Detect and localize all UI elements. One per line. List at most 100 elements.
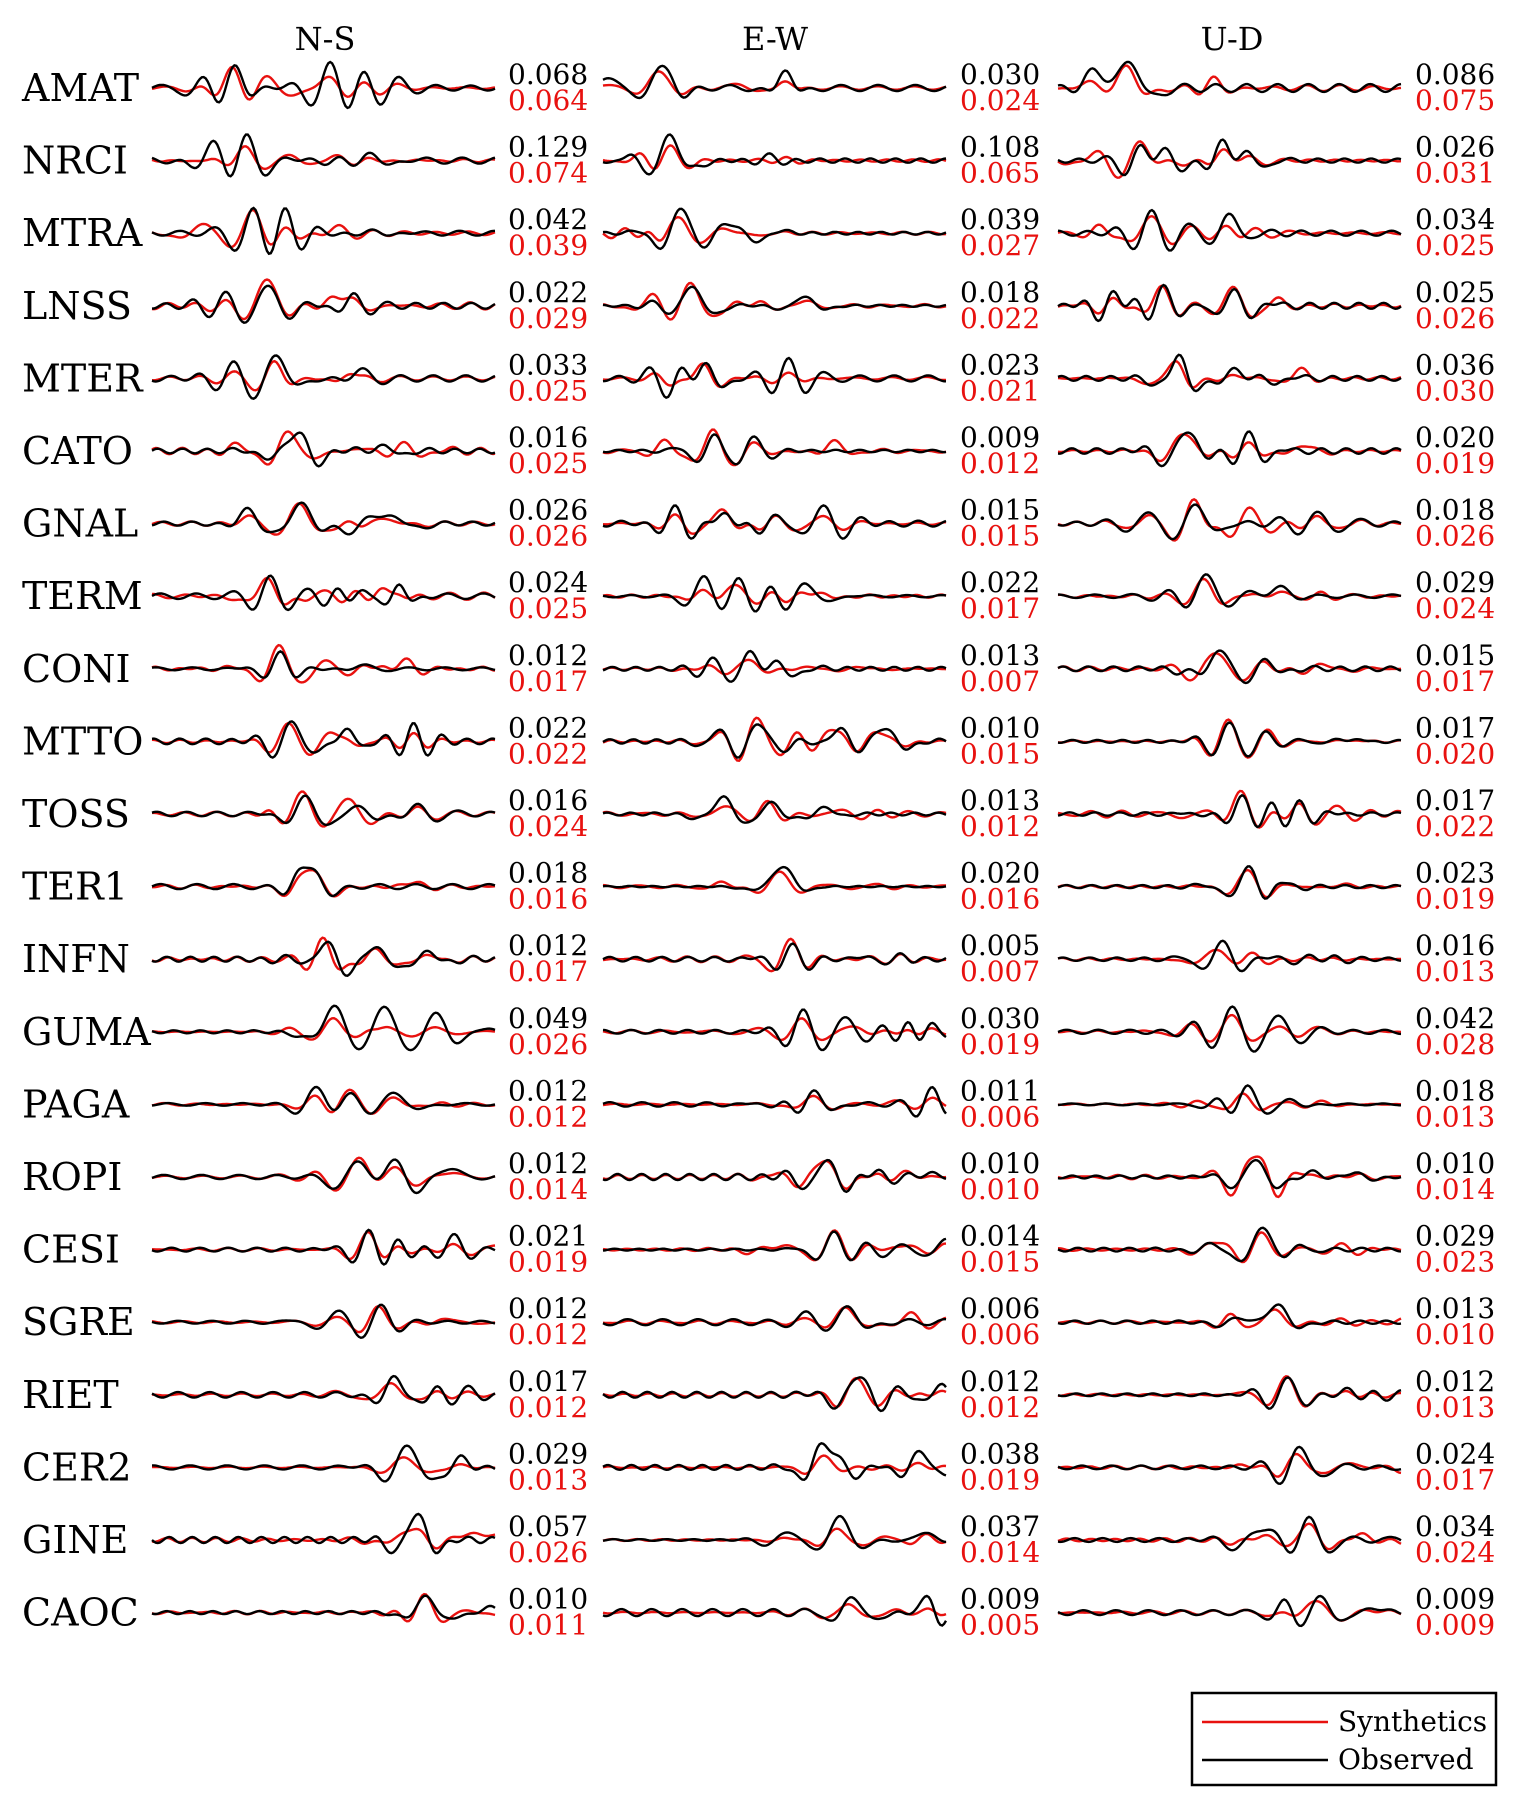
synthetic-amplitude: 0.015: [960, 737, 1040, 770]
observed-amplitude: 0.013: [960, 784, 1040, 817]
observed-amplitude: 0.010: [960, 1147, 1040, 1180]
synthetic-trace: [1057, 360, 1402, 389]
synthetic-trace: [1057, 1092, 1402, 1112]
station-label: GINE: [22, 1518, 128, 1562]
synthetic-amplitude: 0.017: [1415, 665, 1495, 698]
observed-amplitude: 0.016: [508, 421, 588, 454]
synthetic-trace: [602, 1017, 947, 1042]
station-label: ROPI: [22, 1155, 122, 1199]
observed-trace: [151, 720, 496, 759]
synthetic-amplitude: 0.074: [508, 157, 588, 190]
observed-amplitude: 0.034: [1415, 1510, 1495, 1543]
observed-trace: [151, 794, 496, 827]
station-label: MTRA: [22, 211, 143, 255]
observed-trace: [1057, 208, 1402, 252]
observed-amplitude: 0.029: [508, 1437, 588, 1470]
observed-trace: [1057, 649, 1402, 685]
synthetic-amplitude: 0.014: [960, 1536, 1040, 1569]
legend-label-synthetics: Synthetics: [1338, 1705, 1487, 1738]
synthetic-trace: [151, 65, 496, 101]
synthetic-amplitude: 0.005: [960, 1609, 1040, 1642]
observed-amplitude: 0.012: [960, 1365, 1040, 1398]
observed-trace: [151, 1228, 496, 1266]
synthetic-amplitude: 0.026: [508, 1028, 588, 1061]
station-label: TERM: [22, 574, 143, 618]
observed-amplitude: 0.029: [1415, 566, 1495, 599]
synthetic-amplitude: 0.027: [960, 229, 1040, 262]
observed-amplitude: 0.016: [1415, 929, 1495, 962]
observed-trace: [602, 285, 947, 316]
synthetic-trace: [1058, 1375, 1401, 1408]
observed-trace: [1057, 138, 1402, 177]
observed-trace: [1057, 430, 1402, 468]
observed-amplitude: 0.009: [1415, 1583, 1495, 1616]
observed-trace: [1057, 793, 1402, 829]
observed-amplitude: 0.026: [508, 494, 588, 527]
synthetic-amplitude: 0.019: [508, 1246, 588, 1279]
station-label: CAOC: [22, 1591, 139, 1635]
station-label: AMAT: [21, 66, 139, 110]
synthetic-amplitude: 0.024: [508, 810, 588, 843]
station-label: MTER: [22, 356, 144, 400]
observed-amplitude: 0.021: [508, 1220, 588, 1253]
legend: Synthetics Observed: [1190, 1691, 1498, 1787]
synthetic-amplitude: 0.013: [508, 1463, 588, 1496]
synthetic-amplitude: 0.026: [508, 1536, 588, 1569]
synthetic-trace: [151, 1305, 496, 1334]
observed-trace: [151, 650, 496, 679]
observed-trace: [602, 1305, 946, 1332]
synthetic-trace: [1057, 1155, 1401, 1199]
observed-trace: [151, 206, 496, 256]
synthetic-amplitude: 0.025: [1415, 229, 1495, 262]
observed-amplitude: 0.129: [508, 131, 588, 164]
observed-amplitude: 0.020: [960, 857, 1040, 890]
synthetic-trace: [151, 1456, 496, 1475]
observed-amplitude: 0.018: [508, 857, 588, 890]
observed-trace: [602, 795, 947, 824]
observed-amplitude: 0.006: [960, 1292, 1040, 1325]
synthetic-amplitude: 0.023: [1415, 1246, 1495, 1279]
observed-amplitude: 0.009: [960, 421, 1040, 454]
observed-amplitude: 0.024: [508, 566, 588, 599]
synthetic-amplitude: 0.025: [508, 374, 588, 407]
synthetic-trace: [151, 430, 496, 466]
synthetic-amplitude: 0.012: [508, 1318, 588, 1351]
synthetic-trace: [602, 937, 947, 973]
observed-trace: [151, 866, 496, 898]
synthetic-amplitude: 0.029: [508, 302, 588, 335]
synthetic-amplitude: 0.022: [960, 302, 1040, 335]
observed-trace: [151, 284, 496, 324]
synthetic-trace: [602, 428, 947, 467]
observed-trace: [151, 1004, 496, 1052]
station-label: TER1: [22, 865, 128, 909]
synthetic-amplitude: 0.019: [960, 1463, 1040, 1496]
observed-trace: [602, 207, 947, 251]
observed-amplitude: 0.010: [960, 711, 1040, 744]
synthetic-trace: [151, 1088, 496, 1115]
synthetic-trace: [151, 936, 496, 971]
synthetic-amplitude: 0.010: [960, 1173, 1040, 1206]
synthetic-trace: [151, 1230, 496, 1261]
observed-trace: [151, 501, 496, 536]
synthetic-amplitude: 0.013: [1415, 1391, 1495, 1424]
synthetic-amplitude: 0.015: [960, 520, 1040, 553]
synthetic-trace: [1057, 577, 1402, 606]
observed-trace: [602, 1594, 948, 1627]
synthetic-amplitude: 0.019: [1415, 883, 1495, 916]
observed-amplitude: 0.039: [960, 203, 1040, 236]
synthetic-amplitude: 0.030: [1415, 374, 1495, 407]
observed-trace: [151, 1158, 496, 1195]
synthetic-amplitude: 0.012: [960, 1391, 1040, 1424]
synthetic-trace: [151, 145, 496, 171]
synthetic-amplitude: 0.028: [1415, 1028, 1495, 1061]
synthetic-amplitude: 0.012: [508, 1391, 588, 1424]
